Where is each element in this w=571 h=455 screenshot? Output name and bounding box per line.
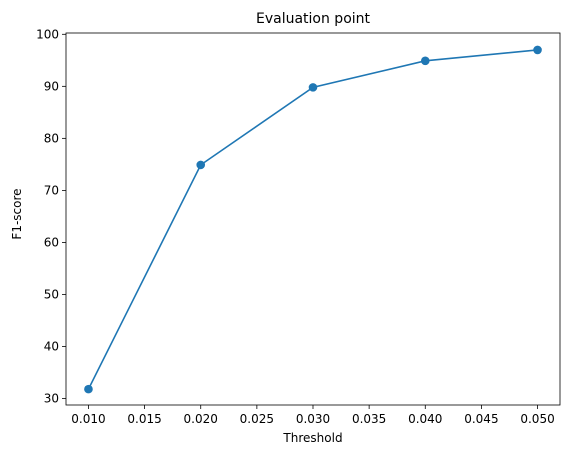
x-tick-label: 0.010 [71, 412, 105, 426]
data-point-marker [84, 384, 93, 394]
y-tick-label: 80 [44, 131, 59, 145]
x-tick-label: 0.050 [520, 412, 554, 426]
plot-area-frame [65, 32, 561, 406]
y-tick-label: 90 [44, 79, 59, 93]
y-tick-label: 50 [44, 287, 59, 301]
data-point-marker [533, 45, 542, 55]
y-tick-label: 70 [44, 183, 59, 197]
x-tick-label: 0.030 [296, 412, 330, 426]
y-axis-label: F1-score [10, 188, 24, 239]
y-tick-label: 30 [44, 391, 59, 405]
x-tick-label: 0.040 [408, 412, 442, 426]
x-tick-label: 0.045 [464, 412, 498, 426]
x-tick-label: 0.035 [352, 412, 386, 426]
y-tick-label: 40 [44, 339, 59, 353]
y-tick-label: 60 [44, 235, 59, 249]
data-point-marker [196, 160, 206, 170]
chart-title: Evaluation point [256, 11, 371, 27]
x-axis-label: Threshold [282, 431, 342, 445]
x-tick-label: 0.015 [127, 412, 161, 426]
x-tick-label: 0.025 [240, 412, 274, 426]
series-line [87, 49, 538, 390]
data-point-marker [308, 83, 318, 92]
data-point-marker [420, 56, 430, 66]
x-tick-label: 0.020 [184, 412, 218, 426]
y-tick-label: 100 [36, 27, 59, 41]
